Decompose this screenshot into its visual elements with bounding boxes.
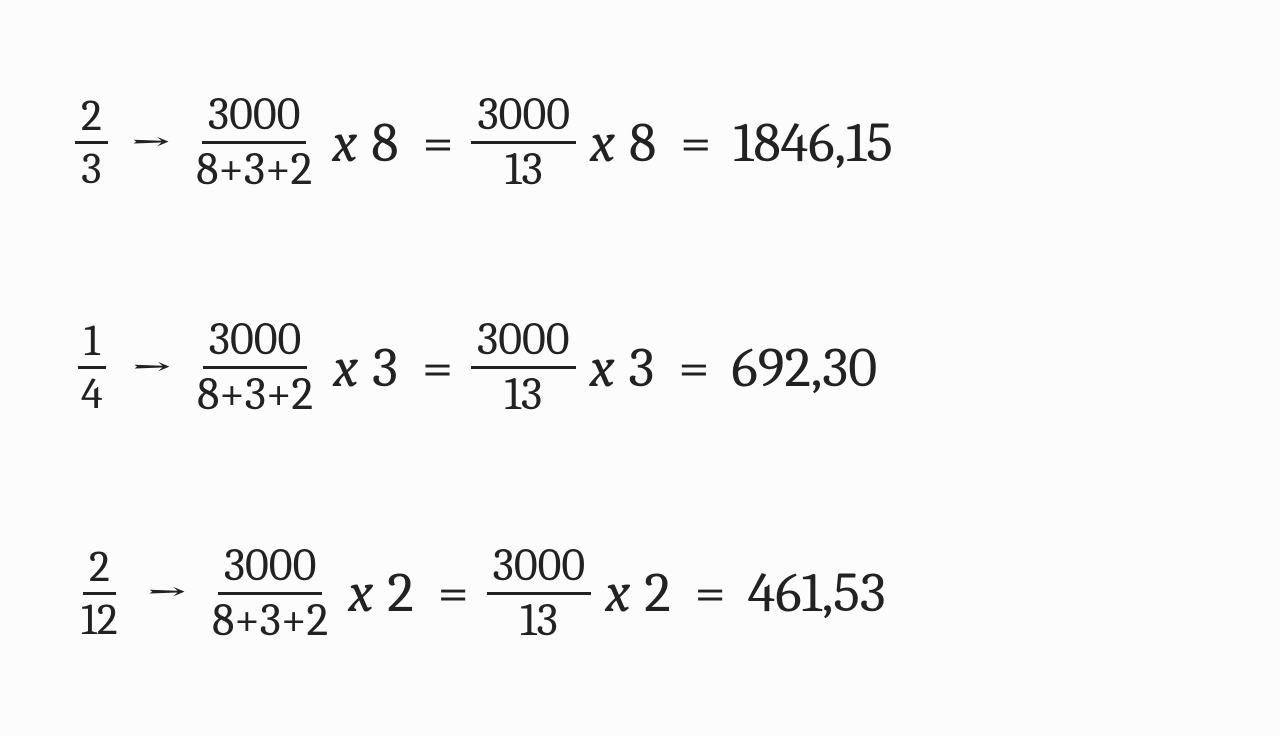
multiplier: 3 [372,340,398,396]
expanded-fraction-denominator: 8+3+2 [190,144,318,194]
equation-row: 2 12 → 3000 8+3+2 x 2 = 3000 13 x 2 = 46… [75,542,1210,646]
lead-fraction-denominator: 4 [75,369,109,417]
lead-fraction-denominator: 12 [75,595,124,643]
lead-fraction: 1 4 [75,318,109,417]
equals-sign: = [438,565,469,621]
expanded-fraction-denominator: 8+3+2 [206,595,334,645]
simplified-fraction: 3000 13 [471,316,576,420]
simplified-fraction-denominator: 13 [498,369,548,419]
expanded-fraction-numerator: 3000 [218,542,323,595]
expanded-fraction: 3000 8+3+2 [191,316,319,420]
lead-fraction-denominator: 3 [75,144,107,192]
simplified-fraction-numerator: 3000 [471,316,576,369]
simplified-fraction-denominator: 13 [514,595,564,645]
times-symbol: x [590,340,615,396]
equals-sign: = [695,565,726,621]
simplified-fraction-denominator: 13 [499,144,549,194]
multiplier-2: 3 [629,340,655,396]
arrow-icon: → [130,118,172,172]
expanded-fraction: 3000 8+3+2 [206,542,334,646]
arrow-icon: → [146,568,188,622]
result-value: 1846,15 [733,115,893,171]
simplified-fraction-numerator: 3000 [487,542,592,595]
times-symbol: x [333,340,358,396]
expanded-fraction: 3000 8+3+2 [190,91,318,195]
times-symbol: x [605,565,630,621]
multiplier-2: 2 [644,565,670,621]
simplified-fraction: 3000 13 [471,91,576,195]
result-value: 692,30 [731,340,877,396]
lead-fraction-numerator: 2 [83,544,116,595]
equals-sign: = [422,115,453,171]
lead-fraction: 2 12 [75,544,124,643]
multiplier-2: 8 [629,115,656,171]
arrow-icon: → [131,343,173,397]
equation-row: 1 4 → 3000 8+3+2 x 3 = 3000 13 x 3 = 692… [75,316,1210,420]
lead-fraction-numerator: 2 [75,93,108,144]
equations-page: 2 3 → 3000 8+3+2 x 8 = 3000 13 x 8 = 184… [0,0,1280,736]
times-symbol: x [332,115,357,171]
equals-sign: = [680,115,711,171]
times-symbol: x [590,115,615,171]
equals-sign: = [422,340,453,396]
simplified-fraction: 3000 13 [487,542,592,646]
times-symbol: x [348,565,373,621]
equation-row: 2 3 → 3000 8+3+2 x 8 = 3000 13 x 8 = 184… [75,91,1210,195]
expanded-fraction-numerator: 3000 [203,316,308,369]
multiplier: 8 [371,115,398,171]
expanded-fraction-numerator: 3000 [202,91,307,144]
lead-fraction: 2 3 [75,93,108,192]
multiplier: 2 [387,565,413,621]
expanded-fraction-denominator: 8+3+2 [191,369,319,419]
result-value: 461,53 [748,565,886,621]
lead-fraction-numerator: 1 [78,318,106,369]
simplified-fraction-numerator: 3000 [471,91,576,144]
equals-sign: = [678,340,709,396]
